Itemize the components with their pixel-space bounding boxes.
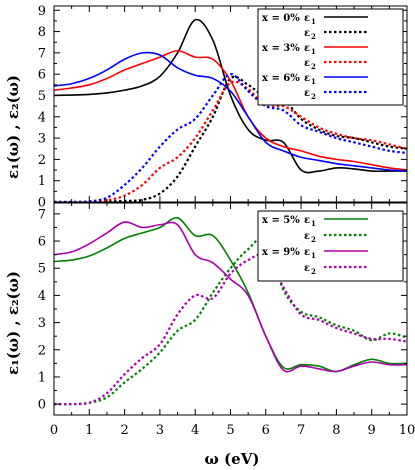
- x-tick-label: 8: [332, 423, 340, 438]
- x-tick-label: 9: [368, 423, 376, 438]
- legend-subscript: 1: [311, 219, 316, 228]
- legend-subscript: 1: [311, 47, 316, 56]
- legend-symbol: ε: [304, 231, 310, 242]
- x-tick-label: 1: [85, 423, 93, 438]
- y-tick-label: 8: [38, 25, 46, 40]
- legend-symbol: ε: [304, 43, 310, 54]
- y-tick-label: 2: [38, 153, 46, 168]
- series-line-5: [54, 51, 407, 172]
- series-line-3: [54, 221, 407, 373]
- x-tick-label: 0: [50, 423, 58, 438]
- y-tick-label: 9: [38, 4, 46, 19]
- y-tick-label: 1: [38, 370, 46, 385]
- y-tick-label: 4: [38, 110, 46, 125]
- y-tick-label: 6: [38, 68, 46, 83]
- legend-symbol: ε: [304, 13, 310, 24]
- legend-subscript: 2: [311, 62, 316, 71]
- legend-subscript: 1: [311, 251, 316, 260]
- legend-symbol: ε: [304, 247, 310, 258]
- x-tick-label: 3: [156, 423, 164, 438]
- y-tick-label: 4: [38, 289, 46, 304]
- x-tick-label: 7: [297, 423, 305, 438]
- y-tick-label: 2: [38, 343, 46, 358]
- y-axis-label-lower: ε₁(ω) , ε₂(ω): [4, 271, 22, 375]
- legend-symbol: ε: [304, 58, 310, 69]
- x-axis-label: ω (eV): [205, 450, 260, 468]
- legend-group-label: x = 0%: [262, 13, 300, 24]
- y-tick-label: 5: [38, 262, 46, 277]
- y-tick-label: 3: [38, 316, 46, 331]
- y-axis-label: ε₁(ω) , ε₂(ω): [4, 75, 22, 179]
- legend-group-label: x = 9%: [262, 247, 300, 258]
- legend-symbol: ε: [304, 73, 310, 84]
- legend-group-label: x = 6%: [262, 73, 300, 84]
- legend-symbol: ε: [304, 263, 310, 274]
- legend-symbol: ε: [304, 28, 310, 39]
- legend-symbol: ε: [304, 88, 310, 99]
- legend-group-label: x = 5%: [262, 215, 300, 226]
- legend: x = 0% ε 1ε 2x = 3% ε 1ε 2x = 6% ε 1ε 2: [257, 8, 404, 106]
- x-tick-label: 2: [120, 423, 128, 438]
- x-tick-label: 5: [226, 423, 234, 438]
- x-tick-label: 10: [399, 423, 415, 438]
- legend-box: [257, 210, 404, 282]
- legend-subscript: 2: [311, 92, 316, 101]
- series-line-3: [54, 49, 407, 171]
- series-line-1: [54, 18, 407, 174]
- series-line-2: [54, 236, 407, 406]
- legend-subscript: 1: [311, 77, 316, 86]
- legend-symbol: ε: [304, 215, 310, 226]
- y-tick-label: 0: [38, 196, 46, 211]
- series-line-2: [54, 75, 407, 202]
- y-tick-label: 7: [38, 46, 46, 61]
- y-tick-label: 1: [38, 174, 46, 189]
- y-tick-label: 0: [38, 398, 46, 413]
- x-tick-label: 6: [262, 423, 270, 438]
- y-tick-label: 5: [38, 89, 46, 104]
- x-tick-label: 4: [191, 423, 199, 438]
- series-line-6: [54, 73, 407, 202]
- y-tick-label: 3: [38, 132, 46, 147]
- legend-box: [257, 8, 404, 106]
- legend-subscript: 2: [311, 267, 316, 276]
- legend-subscript: 2: [311, 235, 316, 244]
- legend: x = 5% ε 1ε 2x = 9% ε 1ε 2: [257, 210, 404, 282]
- y-tick-label: 6: [38, 235, 46, 250]
- legend-subscript: 1: [311, 17, 316, 26]
- legend-group-label: x = 3%: [262, 43, 300, 54]
- y-tick-label: 7: [38, 207, 46, 222]
- legend-subscript: 2: [311, 32, 316, 41]
